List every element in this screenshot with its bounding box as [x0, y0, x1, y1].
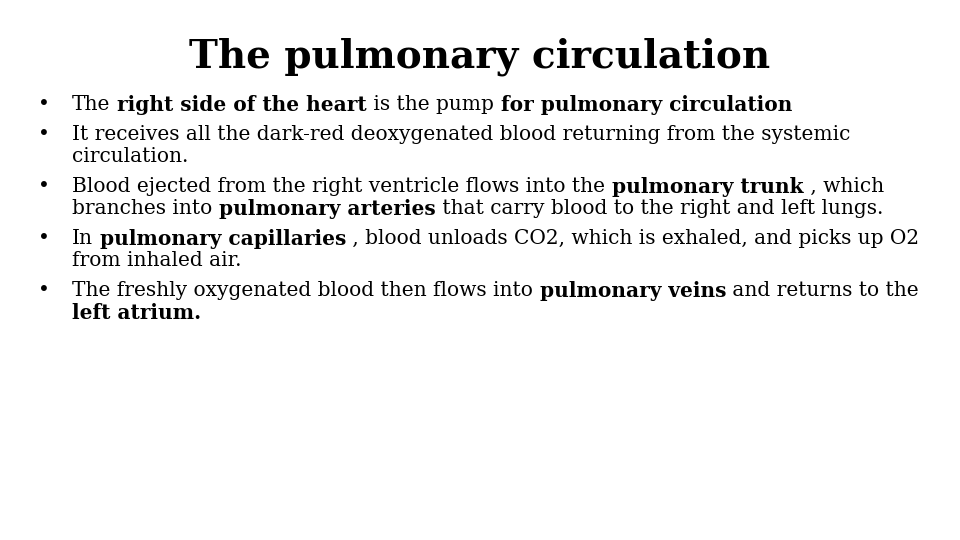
Text: •: • [38, 125, 50, 144]
Text: is the pump: is the pump [367, 95, 493, 114]
Text: branches into: branches into [72, 199, 212, 218]
Text: that carry blood to the right and left lungs.: that carry blood to the right and left l… [436, 199, 883, 218]
Text: The freshly oxygenated blood then flows into: The freshly oxygenated blood then flows … [72, 281, 533, 300]
Text: It receives all the dark-red deoxygenated blood returning from the systemic: It receives all the dark-red deoxygenate… [72, 125, 851, 144]
Text: and returns to the: and returns to the [727, 281, 919, 300]
Text: from inhaled air.: from inhaled air. [72, 251, 242, 270]
Text: right side of the heart: right side of the heart [110, 95, 367, 115]
Text: left atrium.: left atrium. [72, 303, 202, 323]
Text: , which: , which [804, 177, 883, 196]
Text: •: • [38, 177, 50, 196]
Text: pulmonary capillaries: pulmonary capillaries [93, 229, 347, 249]
Text: pulmonary arteries: pulmonary arteries [212, 199, 436, 219]
Text: In: In [72, 229, 93, 248]
Text: •: • [38, 281, 50, 300]
Text: pulmonary veins: pulmonary veins [533, 281, 727, 301]
Text: •: • [38, 95, 50, 114]
Text: for pulmonary circulation: for pulmonary circulation [493, 95, 792, 115]
Text: The pulmonary circulation: The pulmonary circulation [189, 38, 771, 77]
Text: The: The [72, 95, 110, 114]
Text: , blood unloads CO2, which is exhaled, and picks up O2: , blood unloads CO2, which is exhaled, a… [347, 229, 920, 248]
Text: pulmonary trunk: pulmonary trunk [605, 177, 804, 197]
Text: circulation.: circulation. [72, 147, 188, 166]
Text: Blood ejected from the right ventricle flows into the: Blood ejected from the right ventricle f… [72, 177, 605, 196]
Text: •: • [38, 229, 50, 248]
